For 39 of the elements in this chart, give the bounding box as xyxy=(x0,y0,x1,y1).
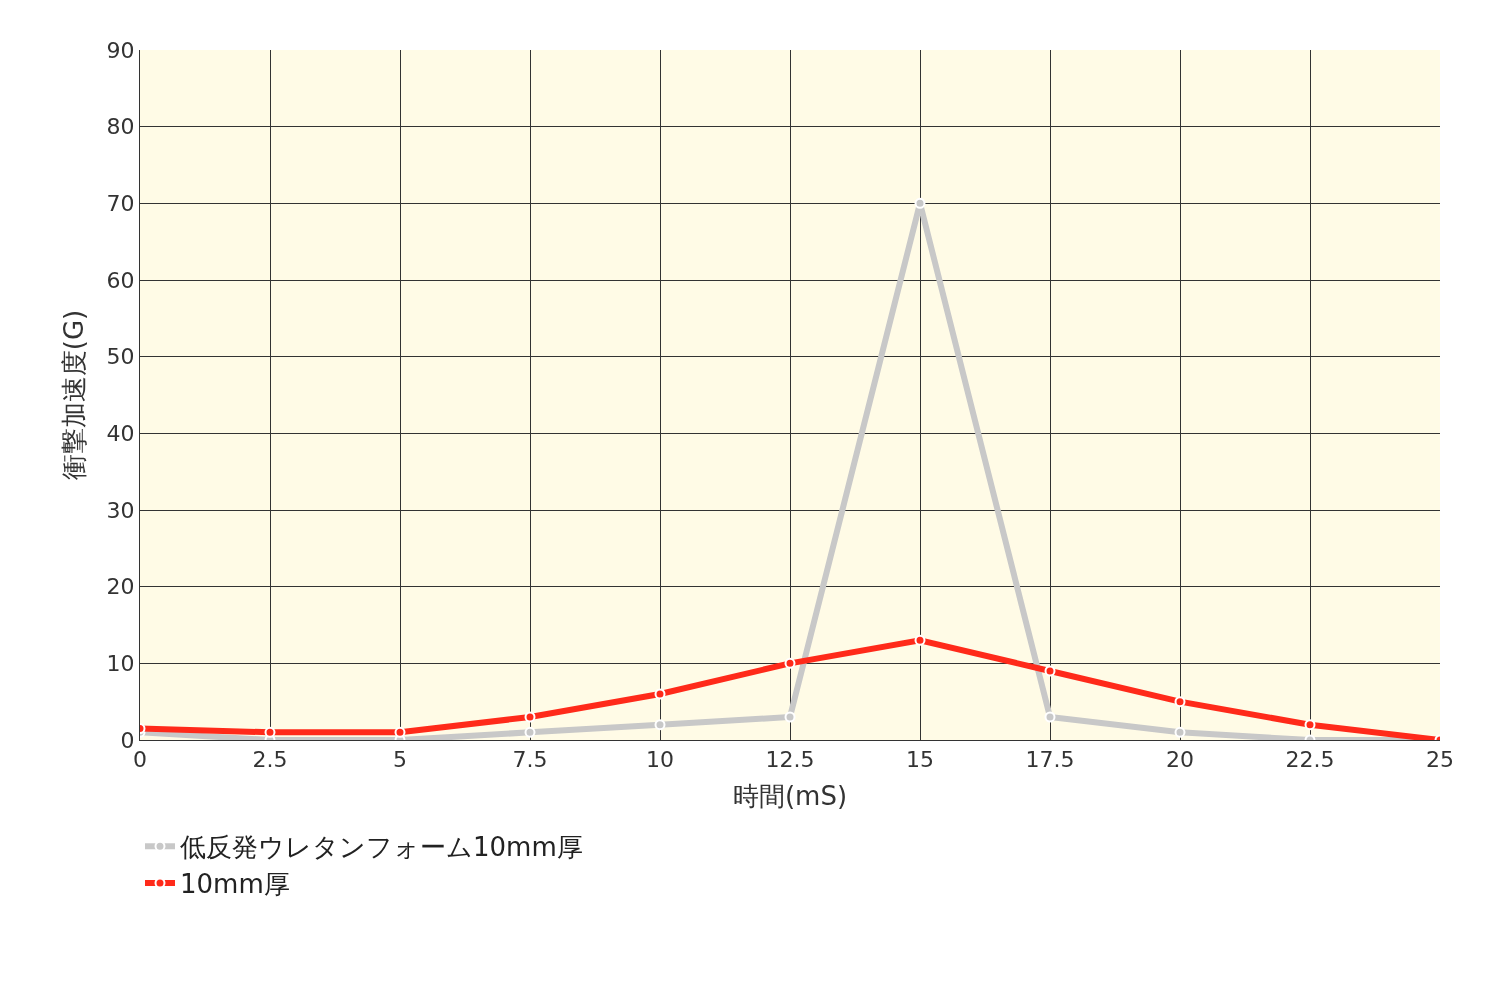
point xyxy=(1304,719,1316,731)
x-tick-label: 5 xyxy=(393,747,407,773)
point xyxy=(1044,711,1056,723)
y-axis-title: 衝撃加速度(G) xyxy=(59,309,89,481)
legend-label: 低反発ウレタンフォーム10mm厚 xyxy=(180,832,583,863)
point xyxy=(524,726,536,738)
y-tick-label: 90 xyxy=(106,37,135,63)
point xyxy=(1174,696,1186,708)
point xyxy=(1174,726,1186,738)
y-tick-label: 10 xyxy=(106,651,135,677)
x-tick-label: 17.5 xyxy=(1025,747,1075,773)
point xyxy=(524,711,536,723)
point xyxy=(654,719,666,731)
y-tick-label: 30 xyxy=(106,497,135,523)
x-tick-label: 7.5 xyxy=(512,747,548,773)
point xyxy=(784,711,796,723)
y-tick-label: 50 xyxy=(106,344,135,370)
y-tick-label: 0 xyxy=(120,727,135,753)
x-tick-label: 2.5 xyxy=(252,747,288,773)
y-tick-label: 40 xyxy=(106,421,135,447)
point xyxy=(1044,665,1056,677)
point xyxy=(914,634,926,646)
point xyxy=(654,688,666,700)
point xyxy=(914,197,926,209)
point xyxy=(784,657,796,669)
y-tick-label: 80 xyxy=(106,114,135,140)
x-tick-label: 12.5 xyxy=(765,747,815,773)
point xyxy=(394,726,406,738)
x-tick-label: 20 xyxy=(1166,747,1194,773)
x-tick-label: 15 xyxy=(906,747,934,773)
x-tick-label: 25 xyxy=(1426,747,1454,773)
y-tick-label: 20 xyxy=(106,574,135,600)
y-tick-label: 60 xyxy=(106,267,135,293)
y-tick-label: 70 xyxy=(106,191,135,217)
x-tick-label: 22.5 xyxy=(1285,747,1335,773)
legend-label: 10mm厚 xyxy=(180,869,290,900)
x-axis-title: 時間(mS) xyxy=(732,781,848,812)
x-tick-label: 10 xyxy=(646,747,674,773)
point xyxy=(264,726,276,738)
